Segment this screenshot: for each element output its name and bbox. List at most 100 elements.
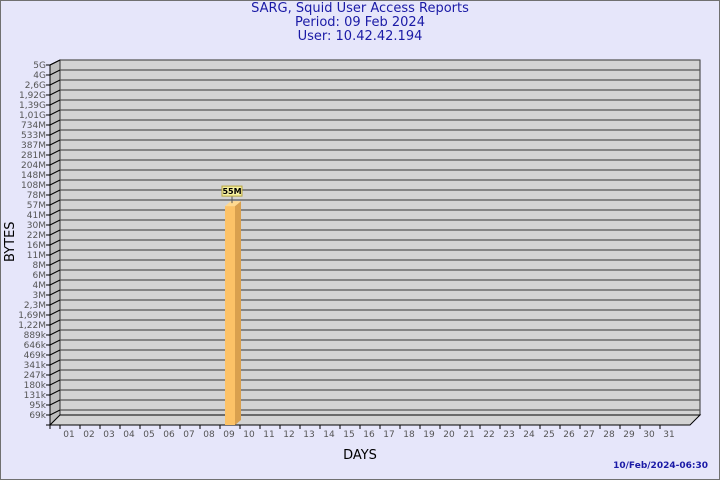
y-tick-label: 69k (29, 411, 46, 421)
x-tick-label: 11 (263, 430, 274, 440)
y-tick-label: 1,39G (19, 101, 46, 111)
y-tick-slant (49, 269, 61, 276)
y-tick-label: 30M (27, 221, 46, 231)
report-title: SARG, Squid User Access Reports (251, 1, 469, 16)
bar-front (225, 206, 235, 425)
y-tick-label: 341k (24, 361, 47, 371)
x-tick-label: 12 (283, 430, 294, 440)
y-tick-label: 281M (21, 151, 46, 161)
y-tick-label: 5G (33, 61, 46, 71)
bar-top (225, 201, 241, 207)
y-tick-slant (49, 309, 61, 316)
y-tick-slant (49, 249, 61, 256)
x-tick-label: 26 (563, 430, 575, 440)
y-tick-slant (49, 209, 61, 216)
y-tick-label: 22M (27, 231, 46, 241)
x-tick-label: 16 (363, 430, 375, 440)
bar-side (235, 201, 241, 425)
y-tick-slant (49, 189, 61, 196)
x-tick-label: 30 (643, 430, 655, 440)
y-tick-label: 469k (24, 351, 47, 361)
y-tick-slant (49, 149, 61, 156)
y-tick-label: 204M (21, 161, 46, 171)
y-tick-label: 2,3M (24, 301, 46, 311)
y-tick-label: 734M (21, 121, 46, 131)
bar-data-label: 55M (222, 187, 241, 196)
x-tick-label: 21 (463, 430, 474, 440)
x-tick-label: 18 (403, 430, 415, 440)
y-tick-slant (49, 159, 61, 166)
x-tick-label: 25 (543, 430, 554, 440)
x-tick-label: 28 (603, 430, 615, 440)
x-axis-label: DAYS (343, 448, 377, 463)
x-tick-label: 24 (523, 430, 535, 440)
y-tick-label: 387M (21, 141, 46, 151)
y-tick-label: 533M (21, 131, 46, 141)
y-tick-label: 4G (33, 71, 46, 81)
y-tick-label: 131k (24, 391, 47, 401)
x-tick-label: 05 (143, 430, 154, 440)
x-tick-label: 01 (63, 430, 74, 440)
y-tick-label: 1,92G (19, 91, 46, 101)
y-tick-slant (49, 359, 61, 366)
x-tick-label: 19 (423, 430, 435, 440)
y-tick-label: 78M (27, 191, 46, 201)
x-tick-label: 08 (203, 430, 215, 440)
y-tick-slant (49, 389, 61, 396)
y-tick-slant (49, 179, 61, 186)
x-tick-label: 07 (183, 430, 194, 440)
x-tick-label: 13 (303, 430, 314, 440)
y-tick-label: 1,69M (18, 311, 46, 321)
y-tick-slant (49, 409, 61, 416)
y-tick-slant (49, 139, 61, 146)
y-tick-slant (49, 79, 61, 86)
y-tick-label: 41M (27, 211, 46, 221)
y-tick-label: 3M (33, 291, 47, 301)
x-tick-label: 23 (503, 430, 514, 440)
y-tick-slant (49, 399, 61, 406)
y-tick-slant (49, 339, 61, 346)
y-tick-slant (49, 379, 61, 386)
x-tick-label: 15 (343, 430, 354, 440)
y-tick-label: 646k (24, 341, 47, 351)
y-axis-label: BYTES (3, 221, 18, 262)
y-tick-slant (49, 219, 61, 226)
y-tick-label: 1,01G (19, 111, 46, 121)
y-tick-slant (49, 369, 61, 376)
y-tick-label: 8M (33, 261, 47, 271)
y-tick-slant (49, 59, 61, 66)
x-tick-label: 20 (443, 430, 455, 440)
y-tick-slant (49, 119, 61, 126)
x-tick-label: 31 (663, 430, 674, 440)
y-tick-label: 180k (24, 381, 47, 391)
y-tick-slant (49, 89, 61, 96)
x-tick-label: 06 (163, 430, 175, 440)
y-tick-label: 889k (24, 331, 47, 341)
y-tick-slant (49, 199, 61, 206)
y-tick-label: 148M (21, 171, 46, 181)
y-tick-slant (49, 229, 61, 236)
y-tick-slant (49, 259, 61, 266)
generated-timestamp: 10/Feb/2024-06:30 (613, 461, 708, 471)
x-tick-label: 22 (483, 430, 494, 440)
y-tick-label: 57M (27, 201, 46, 211)
y-tick-slant (49, 69, 61, 76)
y-tick-slant (49, 349, 61, 356)
x-tick-label: 29 (623, 430, 635, 440)
x-tick-label: 27 (583, 430, 594, 440)
bar-label-box (221, 185, 243, 197)
y-tick-slant (49, 169, 61, 176)
y-tick-label: 6M (33, 271, 47, 281)
x-tick-label: 04 (123, 430, 135, 440)
y-tick-slant (49, 289, 61, 296)
y-tick-slant (49, 319, 61, 326)
chart-header: SARG, Squid User Access Reports Period: … (0, 2, 720, 44)
y-tick-label: 16M (27, 241, 46, 251)
x-tick-label: 10 (243, 430, 255, 440)
report-user: User: 10.42.42.194 (297, 29, 423, 44)
y-tick-slant (49, 99, 61, 106)
y-tick-label: 95k (29, 401, 46, 411)
y-tick-slant (49, 129, 61, 136)
y-tick-label: 11M (27, 251, 46, 261)
